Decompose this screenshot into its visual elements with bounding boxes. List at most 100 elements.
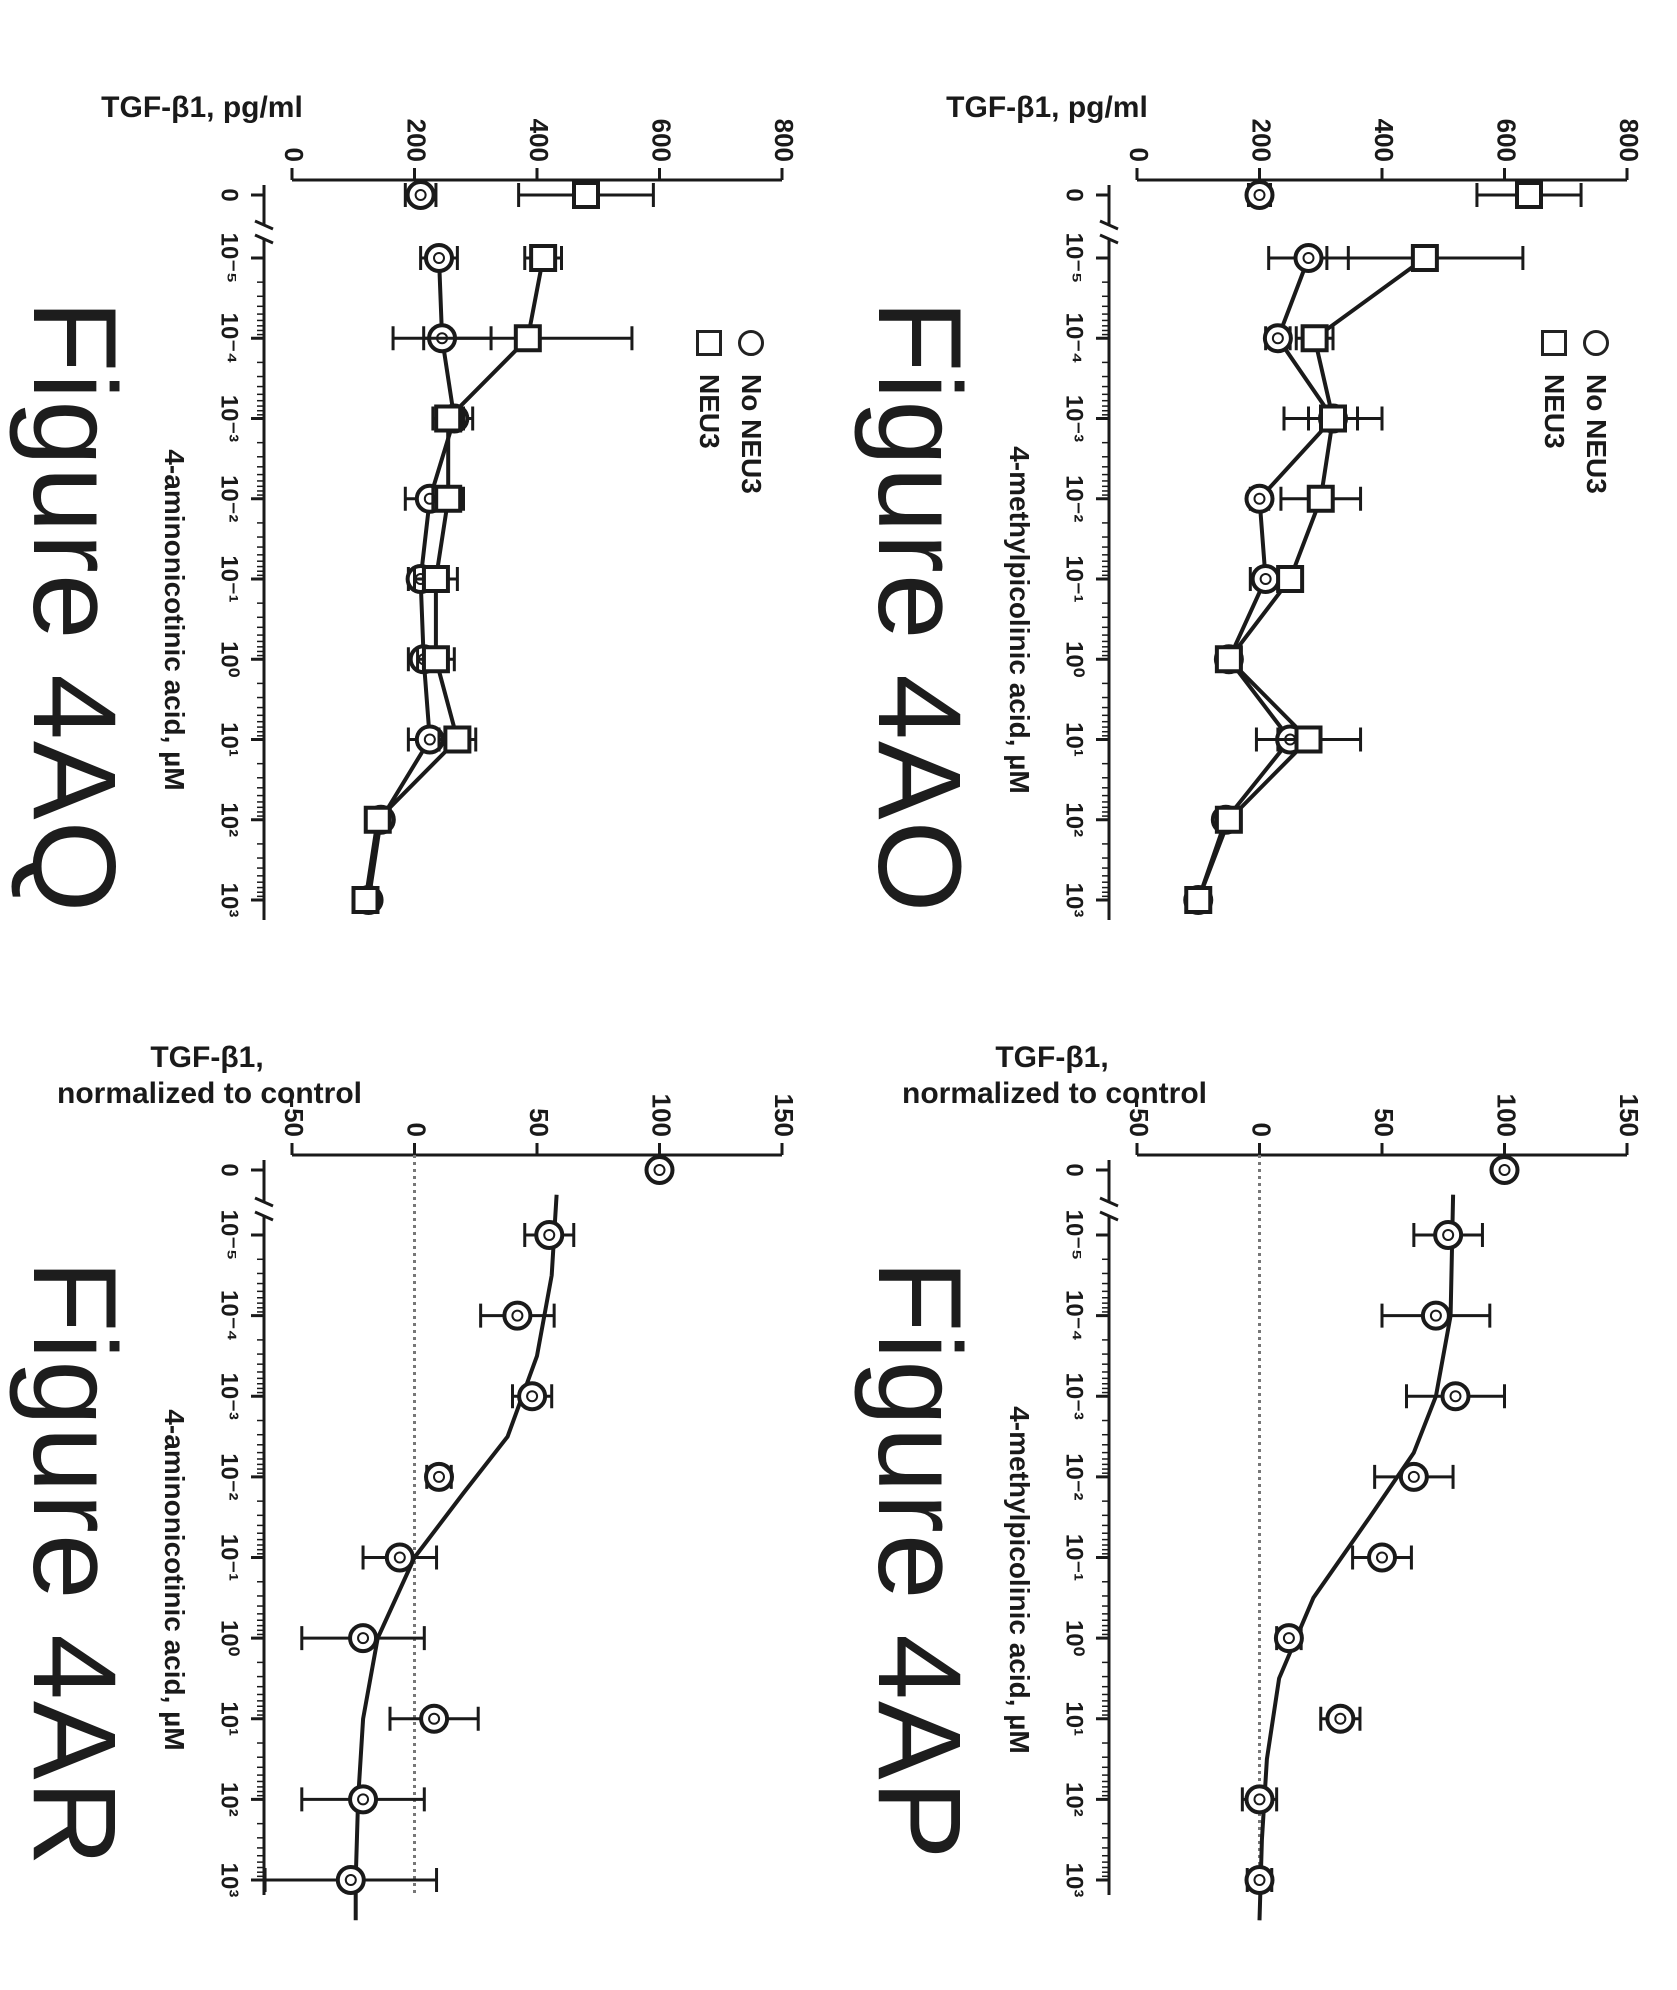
data-point-circle — [1325, 1703, 1356, 1734]
data-point-circle-inner — [423, 733, 436, 746]
data-point-circle — [348, 1623, 379, 1654]
y-tick-label: 0 — [279, 148, 309, 162]
data-point-square — [434, 484, 463, 513]
data-point-square — [1214, 645, 1243, 674]
data-point-circle-inner — [1407, 1470, 1420, 1483]
data-point-circle-inner — [1376, 1551, 1388, 1564]
data-point-circle — [1433, 1220, 1464, 1250]
data-point-circle — [1250, 564, 1281, 594]
data-point-square — [421, 645, 450, 674]
y-tick-label: 400 — [524, 119, 554, 162]
x-tick-label: 10⁻² — [216, 475, 243, 522]
y-tick-label: 600 — [1492, 119, 1522, 162]
data-point-square — [1214, 805, 1243, 834]
data-point-circle-inner — [1253, 492, 1266, 505]
data-point-circle-inner — [1253, 1793, 1266, 1806]
chart-4ao: 0 200 400 600 800 0 10⁻⁵ 10⁻⁴ 10⁻³ 10⁻² 10⁻¹ 10⁰ 10¹… — [1061, 119, 1644, 920]
x-tick-label: 10² — [216, 1782, 243, 1817]
data-point-circle-inner — [393, 1551, 406, 1564]
data-point-circle-inner — [526, 1390, 539, 1403]
x-tick-label: 10⁻¹ — [216, 555, 243, 602]
data-point-circle — [348, 1784, 379, 1815]
x-tick-label: 10⁻³ — [1061, 395, 1088, 442]
figure-title-4aq: Figure 4AQ — [8, 300, 140, 914]
x-tick-label: 10¹ — [1061, 1701, 1088, 1736]
y-tick-label: 50 — [1369, 1108, 1399, 1137]
y-tick-label: 800 — [769, 119, 799, 162]
x-tick-label: 10¹ — [1061, 722, 1088, 757]
data-point-square — [1515, 181, 1543, 209]
axis-break-mark — [1099, 219, 1119, 231]
y-tick-label: -50 — [1124, 1099, 1154, 1137]
data-point-circle — [1398, 1461, 1429, 1492]
data-point-circle — [1244, 483, 1275, 514]
data-point-square — [1294, 725, 1323, 754]
y-tick-label: 50 — [524, 1108, 554, 1137]
x-tick-label: 10² — [1061, 802, 1088, 837]
data-point-circle-inner — [1334, 1712, 1347, 1725]
y-tick-label: 150 — [769, 1094, 799, 1137]
data-point-circle-inner — [1429, 1309, 1442, 1322]
data-point-circle — [1293, 243, 1324, 273]
data-point-circle — [1262, 323, 1293, 354]
data-point-circle-inner — [357, 1793, 370, 1806]
data-point-square — [1184, 886, 1213, 914]
chart-4aq: 0 200 400 600 800 0 10⁻⁵ 10⁻⁴ 10⁻³ 10⁻² 10⁻¹ 10⁰ 10¹… — [216, 119, 799, 920]
x-tick-label: 10⁻¹ — [216, 1534, 243, 1581]
y-tick-label: 150 — [1614, 1094, 1644, 1137]
data-point-circle — [1244, 180, 1275, 210]
y-tick-label: 100 — [647, 1094, 677, 1137]
data-point-circle — [517, 1381, 548, 1412]
x-tick-label: 10⁰ — [216, 1620, 243, 1657]
data-point-square — [1300, 324, 1329, 353]
x-tick-label: 10¹ — [216, 722, 243, 757]
y-tick-label: 0 — [1247, 1123, 1277, 1137]
data-point-circle-inner — [428, 1712, 441, 1725]
data-point-circle-inner — [344, 1874, 357, 1886]
data-point-circle-inner — [357, 1632, 370, 1645]
data-point-circle-inner — [433, 1470, 445, 1483]
axis-break-mark — [254, 233, 274, 245]
x-tick-label: 0 — [216, 1163, 243, 1176]
x-tick-label: 10⁻³ — [216, 1373, 243, 1420]
data-point-square — [351, 886, 380, 914]
series-line-neu3 — [1196, 256, 1427, 901]
x-tick-label: 10⁻⁴ — [216, 313, 243, 364]
data-point-circle-inner — [1282, 1632, 1295, 1645]
data-point-circle-inner — [1302, 252, 1315, 264]
x-tick-label: 0 — [1061, 188, 1088, 201]
x-tick-label: 10³ — [1061, 883, 1088, 918]
x-tick-label: 10⁻⁴ — [1061, 1290, 1088, 1341]
data-point-circle-inner — [414, 189, 427, 201]
y-tick-label: 200 — [1247, 119, 1277, 162]
data-point-circle-inner — [1271, 332, 1284, 345]
data-point-circle — [1440, 1381, 1471, 1412]
data-point-circle-inner — [1253, 189, 1266, 201]
panel-4ap: TGF-β1, normalized to control -50 0 50 100 15… — [837, 990, 1677, 1990]
y-tick-label: 600 — [647, 119, 677, 162]
figure-title-4ar: Figure 4AR — [8, 1260, 140, 1867]
x-tick-label: 10² — [216, 802, 243, 837]
data-point-circle — [405, 180, 436, 210]
axis-break-mark — [1099, 233, 1119, 245]
x-tick-label: 10³ — [216, 883, 243, 918]
data-point-square — [443, 725, 472, 754]
control-point — [1489, 1155, 1520, 1185]
chart-4ar: -50 0 50 100 150 0 10⁻⁵ 10⁻⁴ 10⁻³ 10⁻² 10⁻¹ 10⁰ 10¹ 1… — [216, 1094, 799, 1921]
x-tick-label: 10⁻² — [216, 1453, 243, 1500]
y-tick-label: 200 — [402, 119, 432, 162]
x-tick-label: 0 — [1061, 1163, 1088, 1176]
x-tick-label: 10⁻³ — [216, 395, 243, 442]
x-tick-label: 10⁻² — [1061, 475, 1088, 522]
panel-4ar: TGF-β1, normalized to control -50 0 50 100 15… — [0, 990, 832, 1990]
data-point-circle — [424, 243, 454, 273]
data-point-circle-inner — [1253, 1874, 1266, 1886]
data-point-square — [1410, 244, 1439, 272]
y-tick-label: 800 — [1614, 119, 1644, 162]
x-tick-label: 10⁰ — [1061, 1620, 1088, 1657]
x-tick-label: 10⁻² — [1061, 1453, 1088, 1500]
y-tick-label: 0 — [402, 1123, 432, 1137]
x-tick-label: 10⁻⁵ — [1061, 233, 1088, 284]
